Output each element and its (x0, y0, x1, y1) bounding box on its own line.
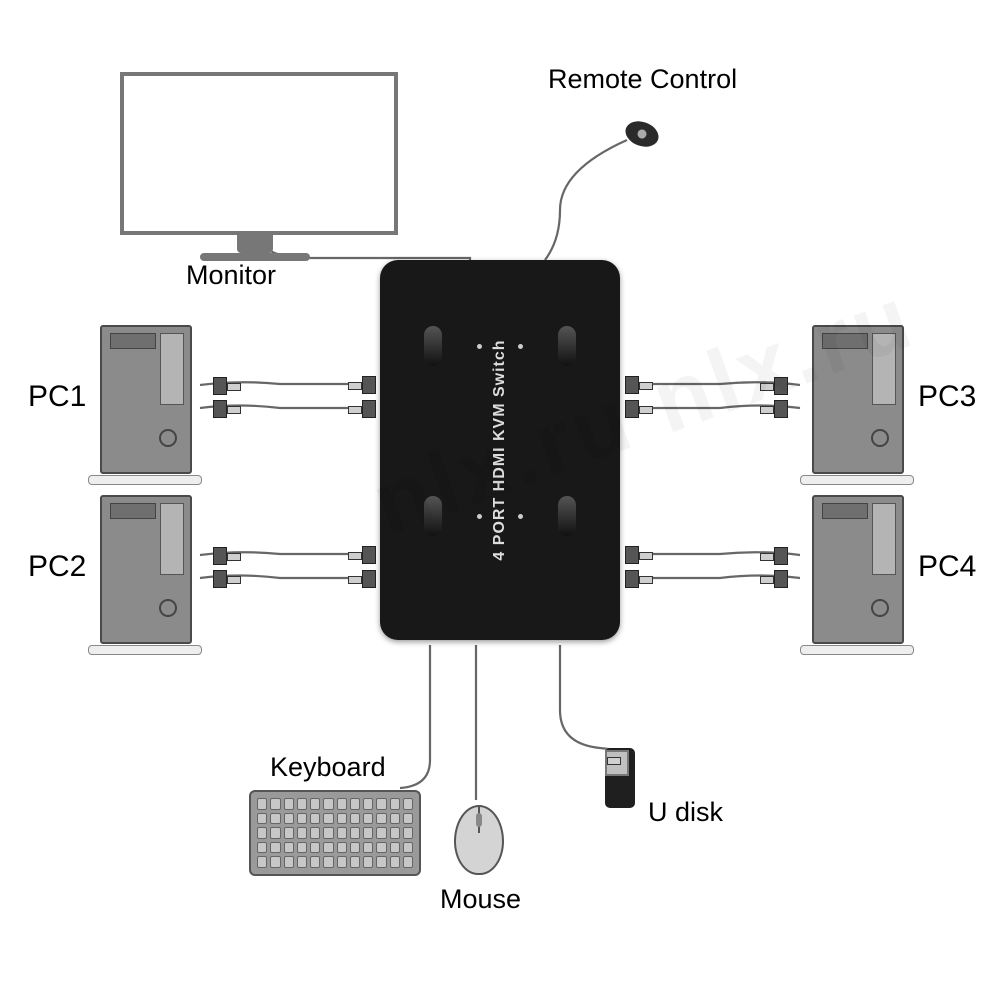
mouse-label: Mouse (440, 884, 521, 915)
keyboard-label: Keyboard (270, 752, 386, 783)
mouse-icon (454, 805, 504, 875)
pc-icon (88, 495, 200, 655)
pc2-label: PC2 (28, 550, 86, 584)
cable-plug-icon (362, 400, 376, 418)
udisk-label: U disk (648, 797, 723, 828)
pc4-label: PC4 (918, 550, 976, 584)
cable-plug-icon (362, 376, 376, 394)
pc-icon (88, 325, 200, 485)
cable-plug-icon (362, 546, 376, 564)
cable-plug-icon (213, 377, 227, 395)
cable-plug-icon (213, 400, 227, 418)
remote-icon (622, 117, 662, 151)
cable-plug-icon (213, 547, 227, 565)
cable-plug-icon (213, 570, 227, 588)
cable-plug-icon (362, 570, 376, 588)
cable-plug-icon (774, 547, 788, 565)
remote-label: Remote Control (548, 64, 737, 95)
cable-plug-icon (625, 570, 639, 588)
monitor-label: Monitor (186, 260, 276, 291)
monitor-icon (120, 72, 390, 261)
pc1-label: PC1 (28, 380, 86, 414)
pc-icon (800, 495, 912, 655)
usb-drive-icon (605, 750, 633, 830)
cable-plug-icon (625, 546, 639, 564)
keyboard-icon (249, 790, 421, 876)
cable-plug-icon (774, 570, 788, 588)
pc3-label: PC3 (918, 380, 976, 414)
